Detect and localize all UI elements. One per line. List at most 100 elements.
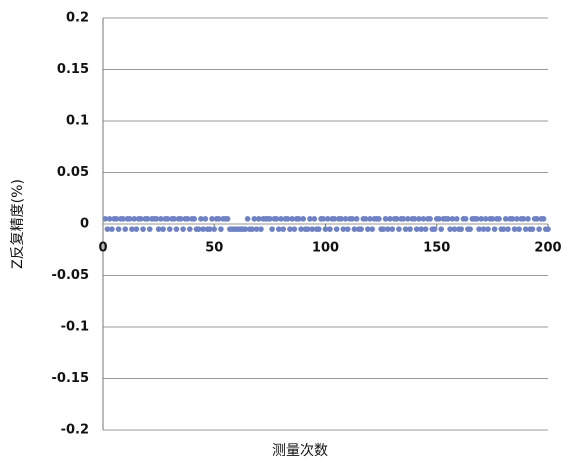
data-point — [427, 216, 433, 222]
data-point — [253, 226, 260, 232]
x-tick-label: 200 — [534, 241, 561, 256]
data-point — [120, 216, 126, 222]
data-point — [144, 216, 151, 222]
data-point — [258, 226, 264, 232]
data-point — [200, 226, 206, 232]
data-point — [436, 216, 442, 222]
data-point — [534, 216, 540, 222]
data-point — [171, 216, 177, 222]
data-point — [166, 226, 173, 232]
data-point — [511, 226, 518, 232]
data-point — [393, 216, 400, 222]
data-point — [195, 226, 202, 232]
data-point — [251, 216, 258, 222]
data-point — [385, 226, 391, 232]
data-point — [380, 226, 387, 232]
data-point — [416, 216, 422, 222]
data-point — [113, 216, 120, 222]
data-point — [146, 226, 153, 232]
data-point — [516, 226, 522, 232]
data-point — [502, 216, 509, 222]
data-point — [418, 226, 424, 232]
data-point — [405, 216, 411, 222]
y-tick-label: -0.15 — [52, 371, 89, 386]
data-point — [420, 216, 427, 222]
x-tick-label: 50 — [205, 241, 223, 256]
data-point — [520, 216, 527, 222]
data-point — [445, 216, 451, 222]
y-axis-title: Z反复精度(%) — [9, 179, 26, 269]
y-tick-label: -0.2 — [61, 423, 89, 438]
data-point — [422, 226, 429, 232]
data-point — [320, 216, 327, 222]
data-point — [485, 226, 491, 232]
data-point — [389, 226, 396, 232]
data-point — [280, 226, 287, 232]
data-point — [304, 226, 311, 232]
data-point — [509, 216, 516, 222]
data-point — [109, 226, 115, 232]
data-point — [431, 226, 438, 232]
data-point — [122, 226, 129, 232]
data-point — [211, 226, 218, 232]
data-point — [202, 216, 209, 222]
data-point — [522, 226, 529, 232]
data-point — [160, 226, 166, 232]
y-tick-label: -0.05 — [52, 268, 89, 283]
data-point — [138, 216, 144, 222]
data-point — [133, 226, 140, 232]
data-point — [451, 226, 458, 232]
data-point — [496, 216, 502, 222]
data-point — [489, 216, 496, 222]
y-tick-label: 0.2 — [66, 11, 89, 26]
data-point — [474, 216, 480, 222]
data-point — [369, 226, 376, 232]
data-point — [291, 226, 298, 232]
data-point — [480, 226, 487, 232]
data-point — [364, 226, 371, 232]
data-point — [278, 216, 284, 222]
data-point — [164, 216, 171, 222]
data-point — [207, 226, 213, 232]
data-point — [540, 216, 547, 222]
data-point — [476, 226, 482, 232]
data-point — [449, 216, 456, 222]
data-point — [106, 216, 113, 222]
data-point — [173, 226, 180, 232]
data-point — [447, 226, 453, 232]
data-point — [316, 226, 322, 232]
data-point — [358, 226, 364, 232]
data-point — [333, 226, 340, 232]
data-point — [249, 226, 255, 232]
y-tick-label: 0.15 — [57, 62, 89, 77]
data-point — [387, 216, 393, 222]
data-point — [322, 226, 329, 232]
data-point — [413, 226, 420, 232]
y-tick-label: 0.1 — [66, 114, 89, 129]
data-point — [362, 216, 369, 222]
data-point — [153, 216, 160, 222]
y-tick-label: -0.1 — [61, 320, 89, 335]
data-point — [525, 216, 531, 222]
data-point — [344, 226, 351, 232]
data-point — [129, 226, 135, 232]
data-point — [140, 226, 146, 232]
data-point — [536, 226, 542, 232]
data-point — [186, 226, 193, 232]
data-point — [191, 216, 198, 222]
data-point — [296, 216, 302, 222]
data-point — [400, 216, 407, 222]
data-point — [353, 216, 360, 222]
data-point — [500, 226, 507, 232]
data-point — [102, 216, 109, 222]
data-point — [104, 226, 111, 232]
x-tick-label: 100 — [312, 241, 339, 256]
data-point — [324, 216, 331, 222]
data-point — [298, 226, 304, 232]
data-point — [218, 226, 224, 232]
data-point — [309, 226, 315, 232]
y-tick-label: 0 — [80, 217, 89, 232]
data-point — [242, 226, 249, 232]
data-point — [482, 216, 489, 222]
y-tick-label: 0.05 — [57, 165, 89, 180]
